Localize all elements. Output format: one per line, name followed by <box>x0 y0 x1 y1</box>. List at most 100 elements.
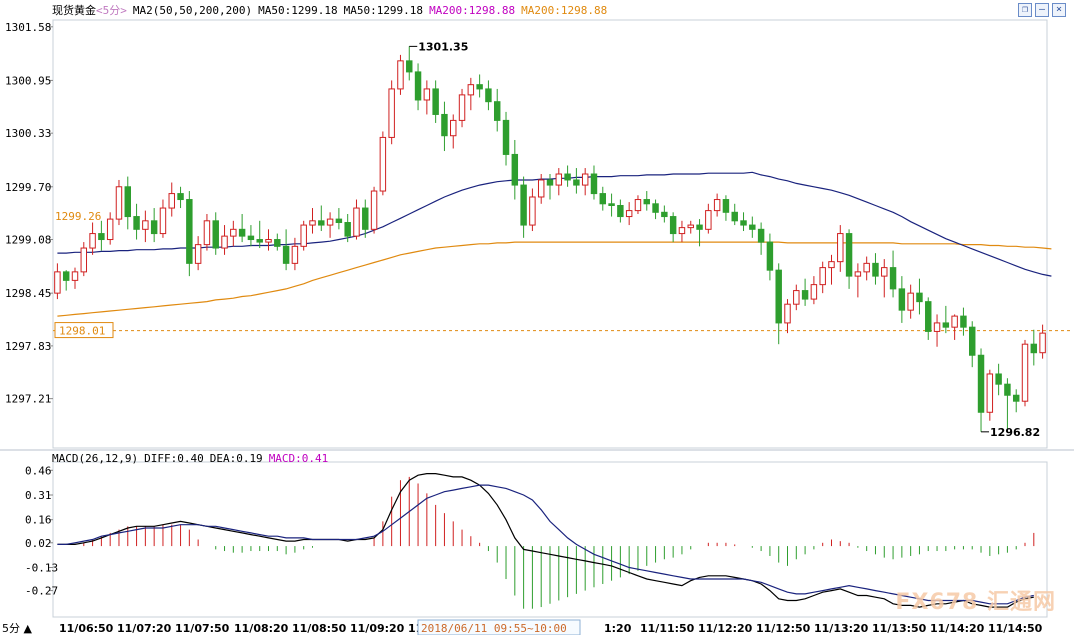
candle-body <box>476 84 483 90</box>
candle-body <box>863 262 870 273</box>
candle-body <box>238 228 246 237</box>
candle-body <box>925 301 932 332</box>
candle-body <box>784 303 791 324</box>
x-axis-label: 11/07:50 <box>175 622 230 635</box>
candle-body <box>106 218 114 241</box>
candle-body <box>212 220 219 249</box>
candle-body <box>344 222 351 237</box>
candle-body <box>318 220 325 226</box>
price-axis-label: 1297.21 <box>5 393 51 406</box>
macd-axis-label: 0.02 <box>25 537 52 550</box>
candle-body <box>124 186 131 218</box>
candle-body <box>661 211 668 218</box>
ma50-value-a: MA50:1299.18 <box>258 4 338 17</box>
candle-body <box>300 224 307 247</box>
candle-body <box>309 220 316 226</box>
candle-body <box>291 245 299 264</box>
candle-body <box>71 271 79 281</box>
candle-body <box>872 262 879 277</box>
candle-body <box>819 267 826 286</box>
minimize-icon[interactable]: – <box>1035 3 1049 17</box>
candle-body <box>581 173 589 186</box>
candle-body <box>757 228 765 243</box>
candle-body <box>406 60 413 73</box>
macd-panel-frame <box>52 461 1048 618</box>
candle-body <box>397 60 404 90</box>
candle-body <box>194 244 202 264</box>
x-axis-label: 11/08:50 <box>292 622 347 635</box>
candle-body <box>845 233 853 277</box>
candle-body <box>168 193 175 209</box>
candle-body <box>977 354 985 413</box>
cursor-date-label: 2018/06/11 09:55~10:00 <box>421 622 567 635</box>
candle-body <box>916 292 923 303</box>
candle-body <box>687 224 694 229</box>
candle-body <box>555 173 563 186</box>
candle-body <box>705 210 712 230</box>
high-marker-label: 1301.35 <box>418 40 468 53</box>
candle-body <box>634 199 642 212</box>
candle-body <box>951 315 958 328</box>
price-axis-label: 1297.83 <box>5 340 51 353</box>
candle-body <box>388 88 395 138</box>
candle-body <box>493 101 501 121</box>
price-axis-label: 1298.45 <box>5 287 51 300</box>
candle-body <box>854 271 862 277</box>
candle-body <box>256 239 263 243</box>
candle-body <box>450 119 457 137</box>
candle-body <box>502 119 510 155</box>
period-selector-label: 5分 ▲ <box>2 622 32 635</box>
current-price-box <box>54 322 114 339</box>
ma200-value-b: MA200:1298.88 <box>521 4 608 17</box>
price-panel-header: 现货黄金<5分> MA2(50,50,200,200) MA50:1299.18 MA… <box>52 2 613 18</box>
candle-body <box>115 186 123 220</box>
candle-body <box>669 216 677 235</box>
x-axis-label: 11/07:20 <box>117 622 172 635</box>
candle-body <box>731 211 738 222</box>
candle-body <box>458 94 466 121</box>
candle-body <box>793 290 800 305</box>
candle-body <box>933 322 941 332</box>
candle-body <box>1012 394 1020 402</box>
candle-body <box>960 315 967 328</box>
candle-body <box>485 88 492 103</box>
price-axis-label: 1301.58 <box>5 21 51 34</box>
close-icon[interactable]: × <box>1052 3 1066 17</box>
candle-body <box>573 179 580 186</box>
candle-body <box>423 88 431 101</box>
x-axis-label: 11/14:20 <box>930 622 985 635</box>
candle-body <box>942 322 950 328</box>
candle-body <box>159 207 167 235</box>
x-axis-label: 11/06:50 <box>59 622 114 635</box>
candle-body <box>749 224 756 230</box>
candle-body <box>810 284 818 300</box>
restore-icon[interactable]: ❐ <box>1018 3 1032 17</box>
candle-body <box>713 199 721 212</box>
candle-body <box>986 373 994 413</box>
candle-body <box>520 184 527 226</box>
candle-body <box>177 193 184 201</box>
candle-body <box>186 199 193 264</box>
candle-body <box>740 220 747 226</box>
x-axis-label: 11/13:20 <box>814 622 869 635</box>
macd-axis-label: 0.16 <box>25 514 52 527</box>
period-label[interactable]: <5分> <box>96 4 127 17</box>
candle-body <box>907 292 914 311</box>
candle-body <box>379 136 387 192</box>
candle-body <box>546 179 554 186</box>
candle-body <box>150 220 158 235</box>
candle-body <box>828 261 835 269</box>
candle-body <box>221 235 228 249</box>
candle-body <box>617 204 624 218</box>
candle-body <box>722 199 730 213</box>
window-controls: ❐ – × <box>1015 3 1066 17</box>
x-axis-label: 11/08:20 <box>234 622 289 635</box>
macd-indicator-label[interactable]: MACD(26,12,9) <box>52 452 139 465</box>
ma-indicator-label[interactable]: MA2(50,50,200,200) <box>132 4 253 17</box>
candle-body <box>625 210 633 218</box>
candle-body <box>608 203 615 206</box>
candle-body <box>889 267 897 290</box>
macd-panel-header: MACD(26,12,9) DIFF:0.40 DEA:0.19 MACD:0.41 <box>52 452 334 465</box>
